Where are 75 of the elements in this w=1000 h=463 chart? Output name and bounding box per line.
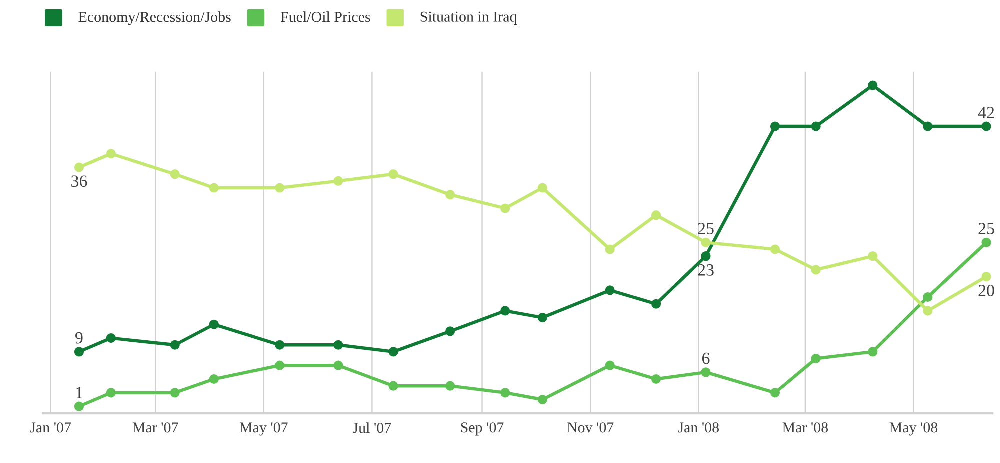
x-tick-label: Jul '07 (353, 422, 392, 433)
legend-label: Fuel/Oil Prices (280, 11, 370, 22)
data-label: 42 (978, 106, 994, 118)
point (701, 238, 711, 248)
point (923, 122, 933, 132)
point (811, 354, 821, 364)
data-label: 25 (978, 222, 994, 234)
x-tick-label: Jan '08 (678, 422, 719, 433)
point (701, 367, 711, 378)
x-tick-label: Sep '07 (461, 422, 504, 436)
point (923, 306, 933, 316)
point (651, 374, 662, 384)
point (446, 190, 456, 200)
point (209, 374, 219, 384)
point (500, 388, 510, 398)
x-tick-label: May '08 (890, 422, 938, 436)
point (770, 122, 780, 132)
point (651, 299, 662, 309)
data-label: 36 (72, 176, 88, 187)
data-label: 25 (698, 222, 714, 234)
point (334, 360, 344, 370)
point (106, 333, 116, 343)
point (868, 251, 878, 261)
point (106, 388, 116, 398)
point (868, 346, 878, 357)
point (982, 122, 992, 132)
point (209, 320, 219, 330)
x-tick-label: Nov '07 (567, 422, 614, 433)
point (446, 381, 456, 391)
x-tick-label: May '07 (240, 422, 288, 436)
point (811, 265, 821, 275)
point (605, 286, 615, 296)
x-tick-label: Mar '08 (782, 422, 828, 433)
point (701, 251, 711, 261)
point (170, 388, 180, 398)
data-label: 6 (702, 352, 710, 364)
point (605, 360, 615, 370)
point (170, 340, 180, 350)
point (334, 340, 344, 350)
point (388, 346, 398, 357)
point (446, 326, 456, 336)
legend-label: Situation in Iraq (420, 12, 517, 25)
point (538, 394, 548, 404)
point (500, 204, 510, 214)
point (868, 80, 878, 90)
point (538, 312, 548, 322)
data-label: 1 (76, 387, 82, 398)
point (275, 183, 285, 193)
point (923, 292, 933, 302)
point (388, 381, 398, 391)
data-label: 9 (76, 332, 83, 344)
point (982, 272, 992, 282)
point (170, 169, 180, 179)
point (334, 176, 344, 186)
data-label: 23 (698, 264, 714, 276)
point (500, 306, 510, 316)
point (651, 210, 662, 220)
point (74, 346, 84, 357)
point (538, 183, 548, 193)
x-tick-label: Jan '07 (30, 422, 72, 433)
point (106, 148, 116, 158)
point (74, 402, 84, 412)
point (275, 340, 285, 350)
point (770, 388, 780, 398)
point (275, 360, 285, 370)
point (388, 169, 398, 179)
data-label: 20 (978, 284, 994, 296)
x-tick-label: Mar '07 (132, 422, 178, 433)
point (770, 244, 780, 254)
point (209, 183, 219, 193)
legend-label: Economy/Recession/Jobs (78, 11, 231, 26)
point (982, 238, 992, 248)
point (811, 122, 821, 132)
point (605, 244, 615, 254)
point (74, 162, 84, 172)
